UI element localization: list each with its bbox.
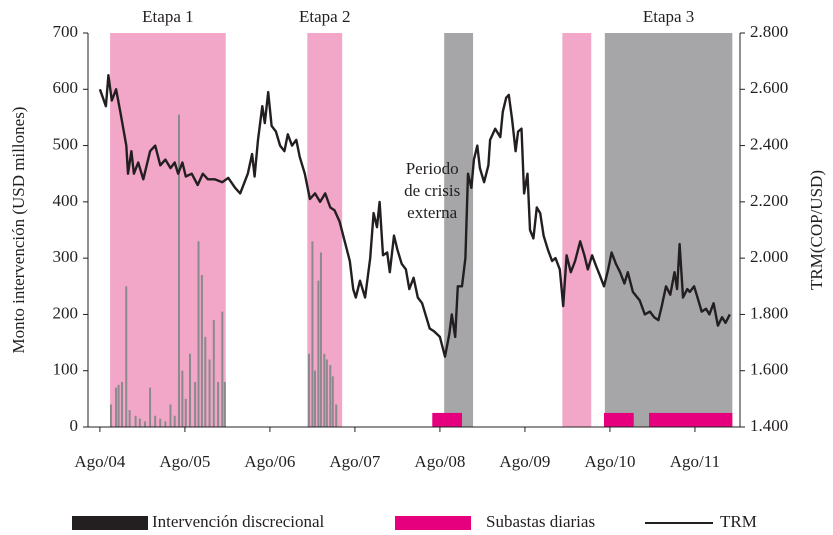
y2-tick-label: 2.600 [750, 78, 788, 97]
period-label: Etapa 2 [299, 7, 350, 26]
intervention-bar [223, 381, 226, 427]
intervention-bar [194, 381, 197, 427]
intervention-bar [149, 387, 152, 427]
intervention-bar [169, 404, 172, 427]
axis-frame [87, 33, 741, 428]
y-tick-label: 300 [53, 247, 79, 266]
intervention-bar [134, 415, 137, 427]
legend-swatch [72, 516, 148, 530]
period-band [604, 33, 733, 427]
intervention-bar [181, 370, 184, 427]
intervention-bar [335, 404, 338, 427]
intervention-bar [317, 280, 320, 427]
intervention-bar [221, 311, 224, 427]
intervention-bar [109, 404, 112, 427]
intervention-bar [208, 359, 211, 427]
x-tick-label: Ago/04 [74, 452, 126, 471]
intervention-bar [311, 241, 314, 427]
period-band [110, 33, 226, 427]
y-tick-label: 200 [53, 303, 79, 322]
intervention-bar [313, 370, 316, 427]
y-tick-label: 600 [53, 78, 79, 97]
intervention-bar [121, 381, 124, 427]
intervention-bar [184, 398, 187, 427]
x-tick-label: Ago/10 [584, 452, 635, 471]
y2-tick-label: 1.400 [750, 416, 788, 435]
intervention-bar [177, 114, 180, 427]
intervention-bar [189, 353, 192, 427]
intervention-bar [115, 387, 118, 427]
intervention-bar [117, 384, 120, 427]
intervention-bar [200, 275, 203, 427]
y-tick-label: 400 [53, 191, 79, 210]
period-annotation: de crisis [404, 181, 460, 200]
period-label: Etapa 1 [142, 7, 193, 26]
intervention-bar [323, 353, 326, 427]
y2-tick-label: 2.000 [750, 247, 788, 266]
x-tick-label: Ago/08 [414, 452, 465, 471]
x-tick-label: Ago/07 [329, 452, 381, 471]
y2-tick-label: 1.800 [750, 303, 788, 322]
x-tick-label: Ago/09 [499, 452, 550, 471]
intervention-bar [331, 376, 334, 427]
trm-line [98, 74, 731, 358]
period-label: Etapa 3 [643, 7, 694, 26]
auction-bar [432, 412, 463, 427]
intervention-bar [204, 336, 207, 427]
intervention-bar [164, 421, 167, 427]
y2-axis-title: TRM(COP/USD) [807, 170, 826, 290]
period-annotation: Periodo [406, 159, 459, 178]
intervention-bar [212, 320, 215, 427]
intervention-bar [128, 410, 131, 427]
intervention-bar [325, 359, 328, 427]
intervention-bar [197, 241, 200, 427]
auction-bar [603, 412, 634, 427]
period-band [444, 33, 474, 427]
intervention-bar [308, 353, 311, 427]
intervention-bar [173, 415, 176, 427]
intervention-bar [329, 365, 332, 427]
y-axis-title: Monto intervención (USD millones) [9, 107, 28, 354]
y2-tick-label: 2.200 [750, 191, 788, 210]
y-tick-label: 0 [70, 416, 79, 435]
legend-label: Intervención discrecional [152, 512, 325, 531]
intervention-bar [125, 286, 128, 427]
intervention-bar [138, 418, 141, 427]
intervention-bar [159, 418, 162, 427]
legend-swatch [395, 516, 471, 530]
y2-tick-label: 1.600 [750, 360, 788, 379]
intervention-bar [143, 421, 146, 427]
x-tick-label: Ago/06 [244, 452, 295, 471]
period-band [562, 33, 592, 427]
y2-tick-label: 2.800 [750, 22, 788, 41]
y2-tick-label: 2.400 [750, 134, 788, 153]
y-tick-label: 700 [53, 22, 79, 41]
intervention-bar [217, 381, 220, 427]
y-tick-label: 500 [53, 134, 79, 153]
auction-bar [649, 412, 733, 427]
y-tick-label: 100 [53, 360, 79, 379]
intervention-bar [319, 252, 322, 427]
period-annotation: externa [407, 203, 457, 222]
legend-label: TRM [720, 512, 757, 531]
intervention-bar [154, 415, 157, 427]
x-tick-label: Ago/11 [670, 452, 720, 471]
x-tick-label: Ago/05 [159, 452, 210, 471]
legend-label: Subastas diarias [486, 512, 595, 531]
